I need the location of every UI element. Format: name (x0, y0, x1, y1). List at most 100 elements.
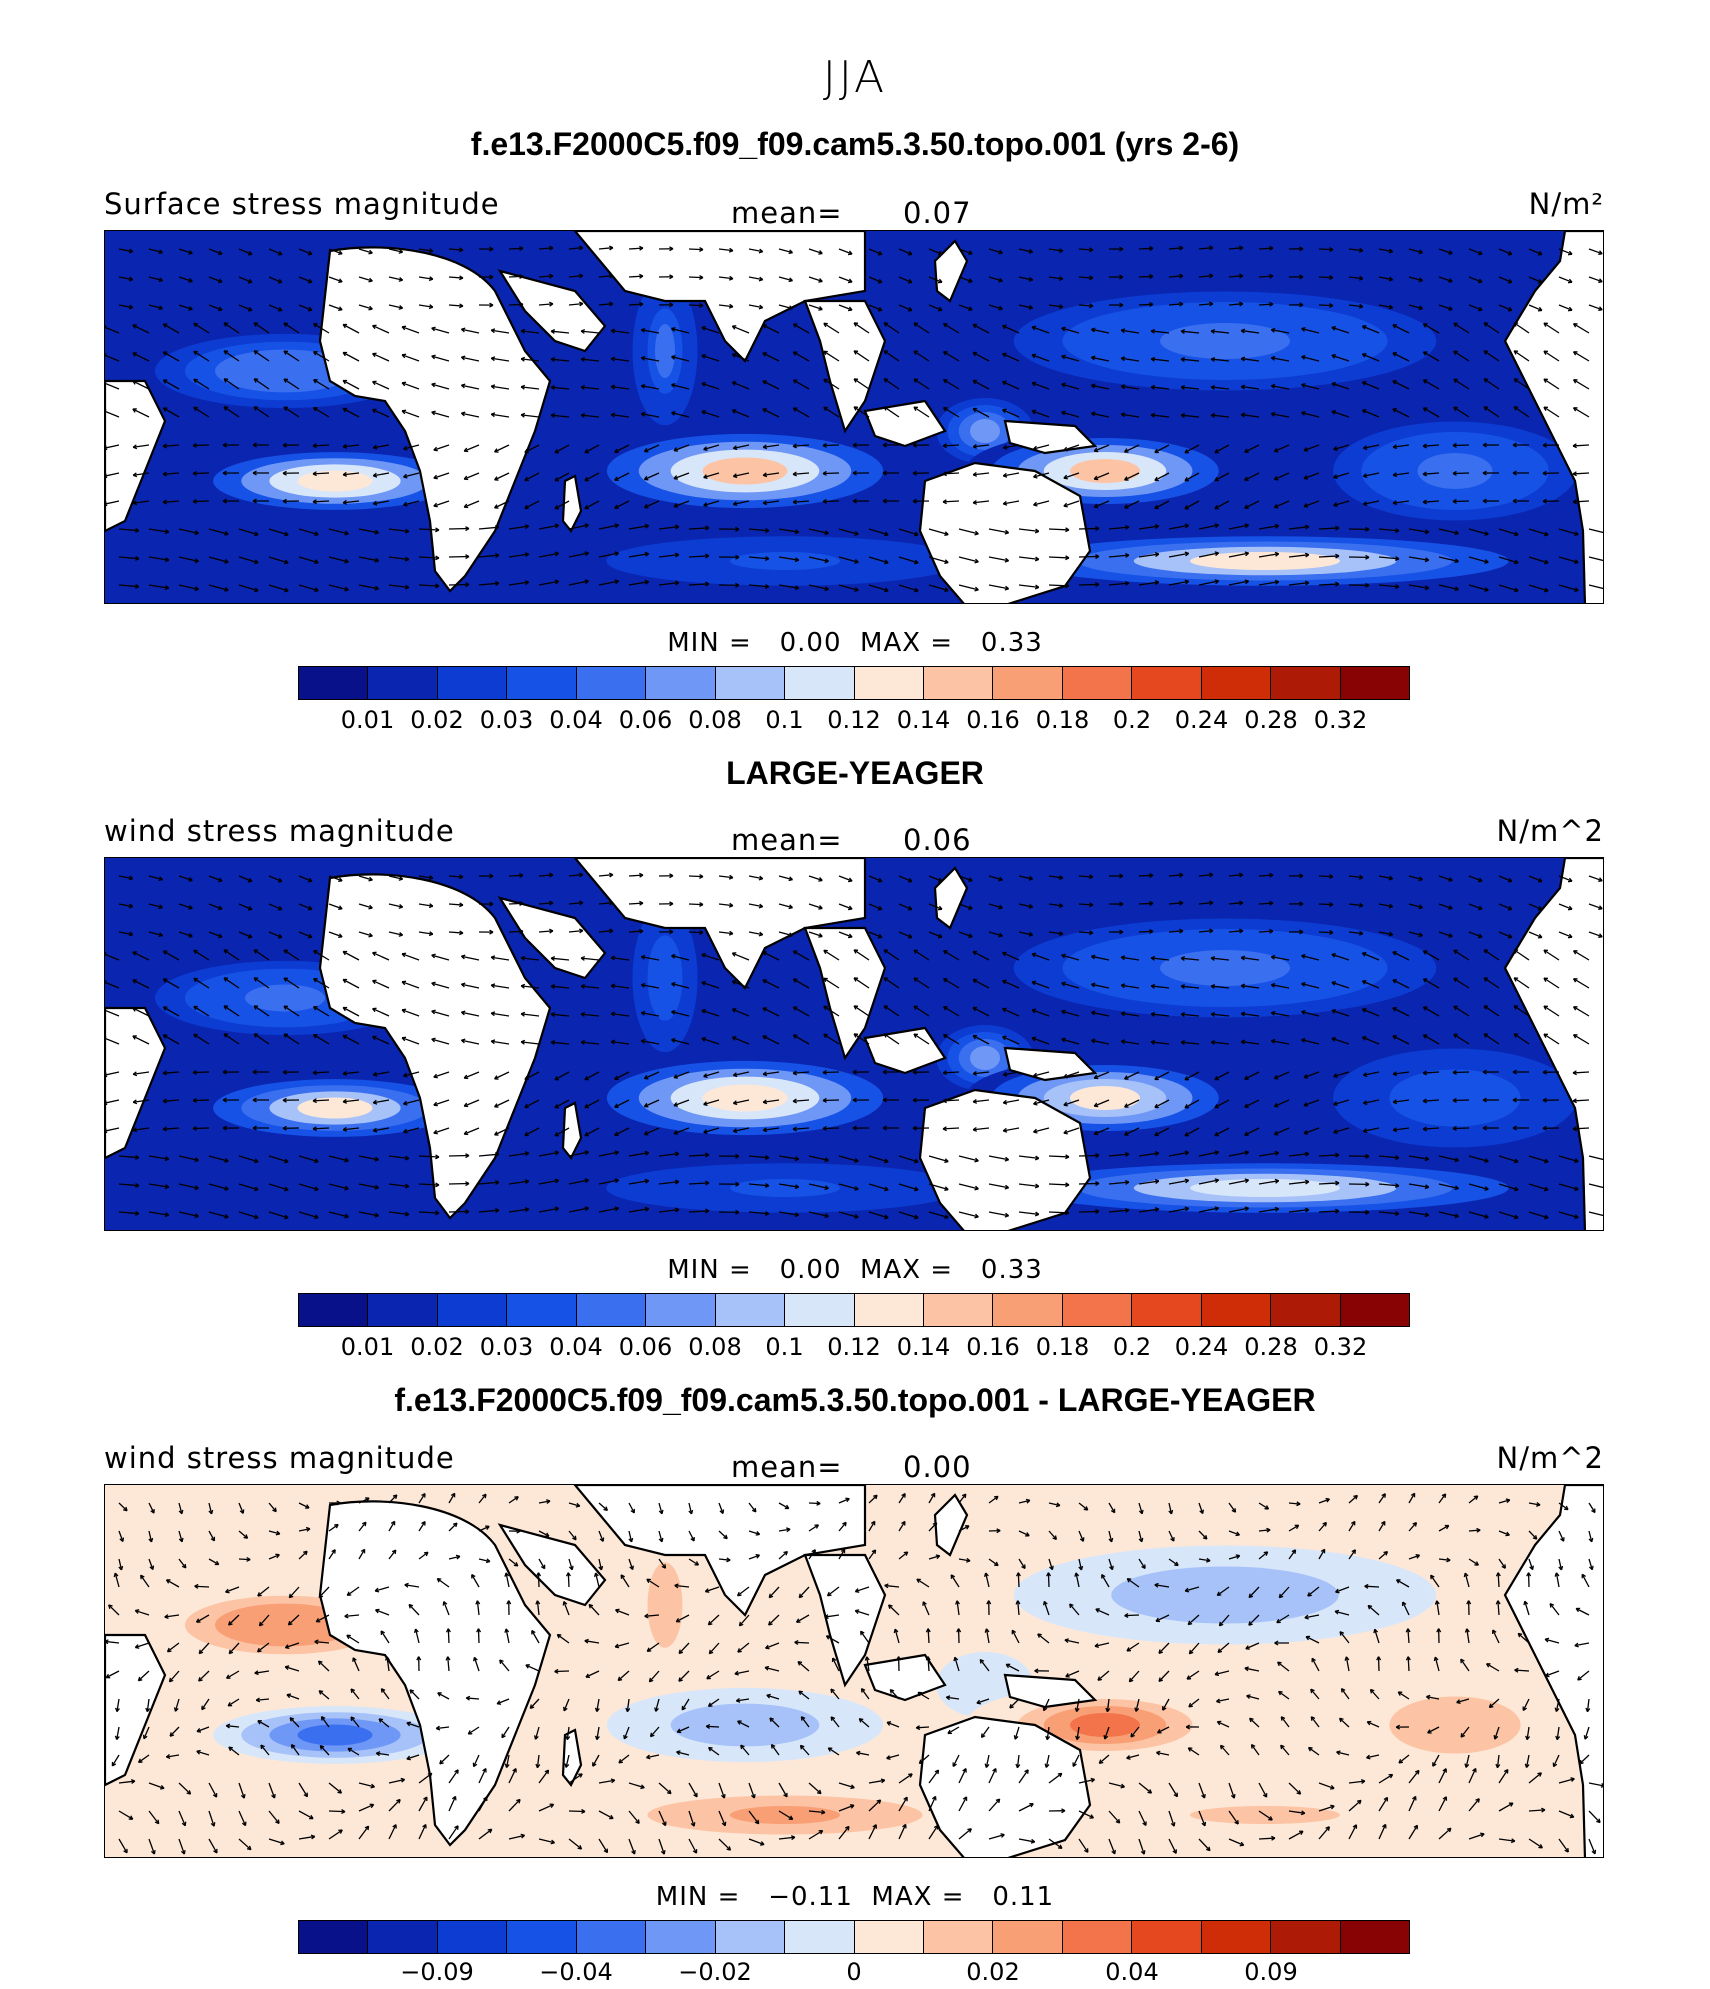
field-feature (625, 261, 705, 441)
colorbar-swatch (715, 1294, 786, 1326)
colorbar-swatch (1340, 1921, 1409, 1953)
colorbar-swatch (507, 1294, 577, 1326)
field-feature (575, 1053, 915, 1143)
field-feature (925, 1018, 1045, 1098)
colorbar-swatch (299, 667, 369, 699)
landmass (497, 896, 607, 980)
colorbar-tick-label: 0.32 (1313, 706, 1368, 734)
landmass (105, 1006, 167, 1160)
panel-2-map (104, 857, 1604, 1231)
colorbar-swatch (437, 1921, 508, 1953)
colorbar-tick-label: −0.09 (400, 1958, 474, 1986)
colorbar-swatch (507, 667, 577, 699)
panel-3-min-label: MIN = (655, 1882, 741, 1912)
panel-2-mean-label: mean= (731, 823, 843, 857)
colorbar-swatch (1132, 1294, 1202, 1326)
wind-vectors (105, 245, 1603, 593)
colorbar-swatch (993, 667, 1063, 699)
colorbar-tick-label: 0.08 (688, 1333, 742, 1361)
colorbar-swatch (854, 1921, 924, 1953)
colorbar-swatch (1271, 667, 1341, 699)
panel-3-units: N/m^2 (1496, 1441, 1604, 1475)
panel-1-colorbar (298, 666, 1410, 700)
colorbar-swatch (785, 1294, 855, 1326)
colorbar-tick-label: 0.24 (1174, 1333, 1229, 1361)
colorbar-swatch (368, 667, 438, 699)
colorbar-swatch (1132, 1921, 1202, 1953)
panel-3-colorbar (298, 1920, 1410, 1954)
panel-3-colorbar-ticks: −0.09 −0.04 −0.02 0 0.02 0.04 0.09 (0, 1958, 1710, 1988)
colorbar-tick-label: 0.32 (1313, 1333, 1368, 1361)
colorbar-tick-label: 0.14 (896, 706, 951, 734)
landmass (1503, 1485, 1603, 1857)
colorbar-swatch (715, 667, 786, 699)
panel-1-min-value: 0.00 (779, 628, 842, 658)
colorbar-swatch (993, 1294, 1063, 1326)
panel-3-mean-value: 0.00 (903, 1450, 972, 1484)
landmass (573, 231, 867, 363)
colorbar-tick-label: 0.08 (688, 706, 742, 734)
colorbar-swatch (923, 1294, 994, 1326)
colorbar-swatch (1062, 1921, 1133, 1953)
panel-3-max-label: MAX = (871, 1882, 965, 1912)
landmass (105, 1633, 167, 1787)
panel-3-title: f.e13.F2000C5.f09_f09.cam5.3.50.topo.001… (394, 1382, 1316, 1418)
landmass (1503, 231, 1603, 603)
colorbar-tick-label: 0.18 (1035, 1333, 1090, 1361)
wind-vectors (105, 1492, 1603, 1855)
landmass (803, 299, 887, 434)
colorbar-tick-label: 0.03 (479, 706, 534, 734)
landmass (933, 239, 969, 303)
colorbar-swatch (576, 1294, 647, 1326)
colorbar-swatch (368, 1921, 438, 1953)
panel-2-mean-value: 0.06 (903, 823, 972, 857)
landmass (803, 1553, 887, 1688)
landmass (863, 399, 947, 448)
panel-2-colorbar-ticks: 0.01 0.02 0.03 0.04 0.06 0.08 0.1 0.12 0.14 0.16 0… (0, 1333, 1710, 1365)
colorbar-swatch (854, 1294, 924, 1326)
field-feature (575, 426, 915, 516)
field-feature (185, 446, 485, 516)
colorbar-swatch (1201, 1921, 1272, 1953)
panel-2-colorbar (298, 1293, 1410, 1327)
panel-1-min-label: MIN = (667, 628, 752, 658)
colorbar-tick-label: 0.02 (966, 1958, 1020, 1986)
colorbar-swatch (1201, 667, 1272, 699)
panel-1-max-value: 0.33 (980, 628, 1043, 658)
colorbar-tick-label: 0.12 (827, 1333, 881, 1361)
landmass (933, 866, 969, 930)
field-feature (185, 1073, 485, 1143)
colorbar-tick-label: 0.03 (479, 1333, 534, 1361)
colorbar-swatch (507, 1921, 577, 1953)
colorbar-swatch (993, 1921, 1063, 1953)
landmass (803, 926, 887, 1061)
colorbar-tick-label: 0.02 (410, 1333, 464, 1361)
colorbar-swatch (1271, 1921, 1341, 1953)
colorbar-tick-label: 0.28 (1244, 1333, 1298, 1361)
colorbar-swatch (576, 667, 647, 699)
colorbar-swatch (1201, 1294, 1272, 1326)
landmass (561, 1728, 583, 1788)
colorbar-tick-label: −0.02 (678, 1958, 752, 1986)
colorbar-tick-label: 0.16 (966, 706, 1020, 734)
colorbar-tick-label: 0.2 (1112, 1333, 1152, 1361)
panel-2-min-value: 0.00 (779, 1255, 842, 1285)
colorbar-tick-label: 0.12 (827, 706, 881, 734)
panel-2-minmax: MIN = 0.00 MAX = 0.33 (0, 1255, 1710, 1285)
colorbar-swatch (1340, 1294, 1409, 1326)
panel-2-min-label: MIN = (667, 1255, 752, 1285)
landmass (933, 1493, 969, 1557)
colorbar-tick-label: 0.06 (618, 1333, 673, 1361)
panel-3-mean-label: mean= (731, 1450, 843, 1484)
panel-1-units: N/m² (1528, 187, 1604, 221)
field-feature (965, 908, 1485, 1028)
field-feature (625, 1515, 705, 1695)
field-feature (565, 1158, 1005, 1218)
colorbar-tick-label: 0.14 (896, 1333, 951, 1361)
colorbar-swatch (437, 667, 508, 699)
field-feature (965, 531, 1565, 591)
panel-3-max-value: 0.11 (992, 1882, 1055, 1912)
landmass (863, 1026, 947, 1075)
colorbar-swatch (785, 1921, 855, 1953)
landmass (918, 1715, 1092, 1857)
